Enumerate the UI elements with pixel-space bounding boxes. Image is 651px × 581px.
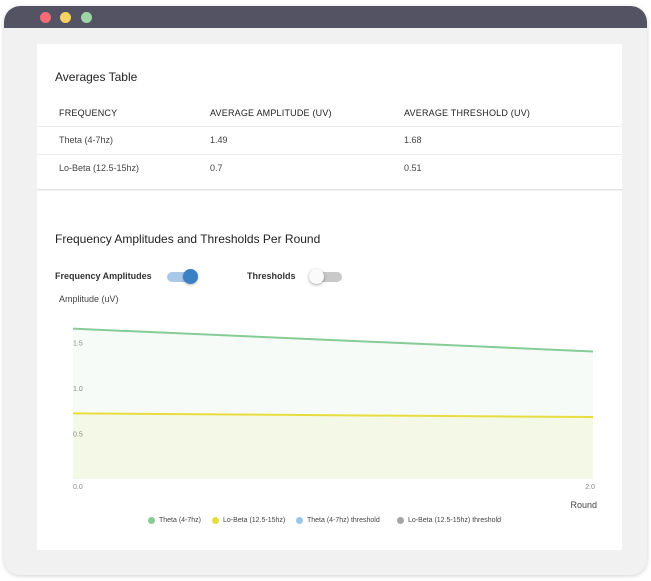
toggle-knob[interactable]: [183, 269, 198, 284]
legend-color-dot-icon: [148, 517, 155, 524]
series-line-1: [72, 412, 594, 419]
cell-amplitude: 1.49: [210, 135, 228, 145]
app-window: Averages Table FREQUENCY AVERAGE AMPLITU…: [4, 6, 647, 575]
frequency-amplitudes-label: Frequency Amplitudes: [55, 271, 152, 281]
averages-table-title: Averages Table: [55, 70, 138, 84]
column-header-average-threshold: AVERAGE THRESHOLD (uV): [404, 108, 531, 118]
toggle-knob[interactable]: [309, 269, 324, 284]
chart-card: Frequency Amplitudes and Thresholds Per …: [37, 191, 622, 550]
x-tick-label: 2.0: [585, 484, 595, 491]
legend-item[interactable]: Lo-Beta (12.5-15hz) threshold: [397, 517, 501, 524]
table-divider: [37, 126, 622, 127]
cell-frequency: Theta (4-7hz): [59, 135, 114, 145]
column-header-average-amplitude: AVERAGE AMPLITUDE (uV): [210, 108, 332, 118]
legend-item[interactable]: Theta (4-7hz): [148, 517, 201, 524]
legend-item[interactable]: Lo-Beta (12.5-15hz): [212, 517, 285, 524]
series-area-0: [73, 328, 593, 479]
legend-color-dot-icon: [397, 517, 404, 524]
chart-title: Frequency Amplitudes and Thresholds Per …: [55, 232, 321, 246]
averages-table-card: Averages Table FREQUENCY AVERAGE AMPLITU…: [37, 44, 622, 190]
cell-frequency: Lo-Beta (12.5-15hz): [59, 163, 140, 173]
cell-threshold: 1.68: [404, 135, 422, 145]
y-tick-label: 1.5: [73, 340, 83, 347]
column-header-frequency: FREQUENCY: [59, 108, 118, 118]
legend-label: Theta (4-7hz): [159, 517, 202, 524]
legend-color-dot-icon: [296, 517, 303, 524]
window-titlebar: [4, 6, 647, 28]
toggle-track[interactable]: [167, 272, 197, 282]
legend-label: Lo-Beta (12.5-15hz) threshold: [408, 517, 501, 524]
series-line-0: [72, 327, 594, 353]
y-axis-title: Amplitude (uV): [59, 294, 119, 304]
cell-amplitude: 0.7: [210, 163, 223, 173]
legend-item[interactable]: Theta (4-7hz) threshold: [296, 517, 380, 524]
legend-label: Theta (4-7hz) threshold: [307, 517, 380, 524]
x-axis-title: Round: [570, 500, 597, 510]
legend-color-dot-icon: [212, 517, 219, 524]
series-area-1: [73, 413, 593, 479]
x-tick-label: 0.0: [73, 484, 83, 491]
minimize-window-button[interactable]: [60, 12, 71, 23]
table-divider: [37, 154, 622, 155]
maximize-window-button[interactable]: [81, 12, 92, 23]
amplitude-line-chart: Amplitude (uV) Round 0.5 1.0 1.5 0.0 2.0: [59, 294, 597, 510]
toggle-track[interactable]: [312, 272, 342, 282]
thresholds-label: Thresholds: [247, 271, 296, 281]
close-window-button[interactable]: [40, 12, 51, 23]
y-tick-label: 1.0: [73, 386, 83, 393]
y-tick-label: 0.5: [73, 431, 83, 438]
legend-label: Lo-Beta (12.5-15hz): [223, 517, 286, 524]
cell-threshold: 0.51: [404, 163, 422, 173]
